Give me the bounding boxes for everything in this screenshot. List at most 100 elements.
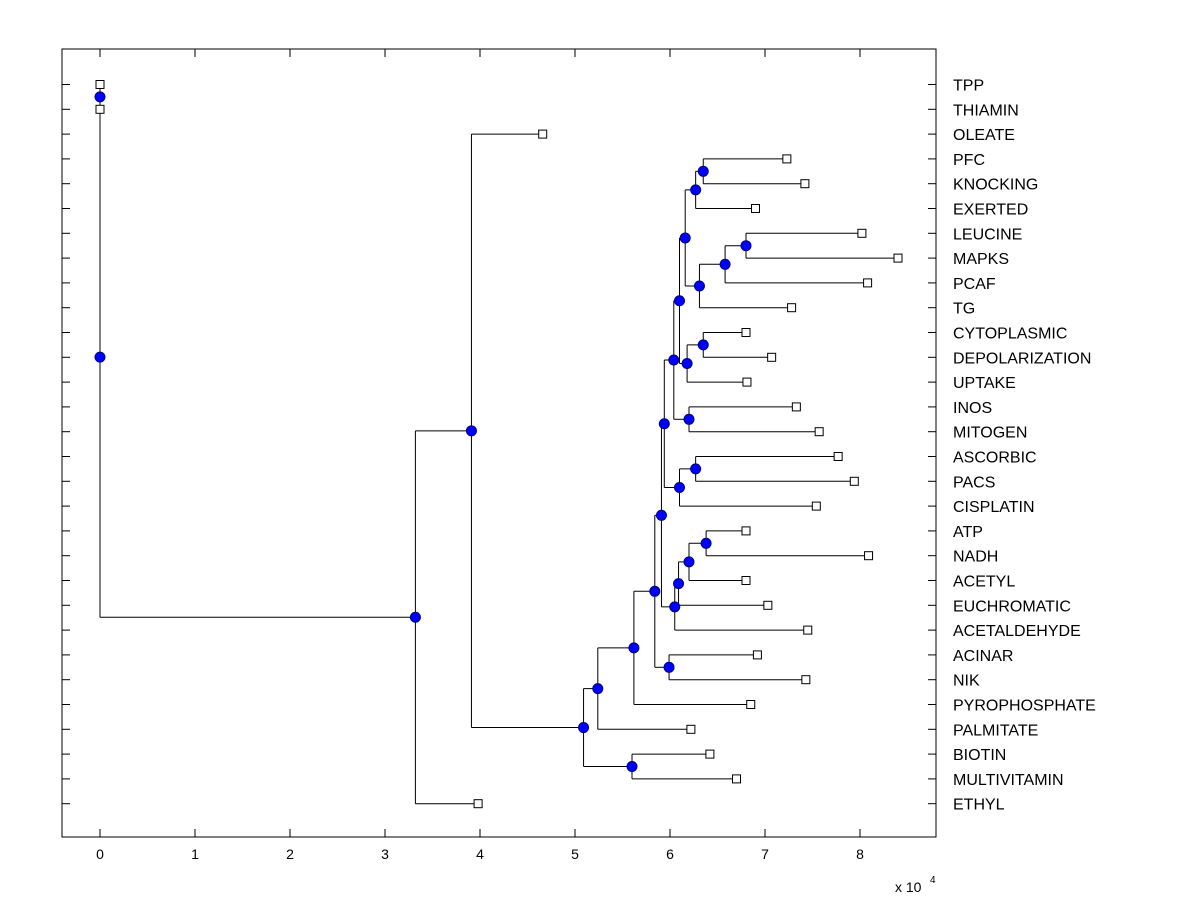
x-tick-label: 3 [381,846,389,862]
merge-node [673,578,685,590]
leaf-label: NIK [953,673,980,690]
leaf-label: NADH [953,549,998,566]
merge-node [719,258,731,270]
leaf-label: ASCORBIC [953,450,1037,467]
x-tick-label: 8 [856,846,864,862]
leaf-marker [741,526,751,536]
leaf-marker [732,774,741,784]
leaf-label: DEPOLARIZATION [953,350,1091,367]
leaf-label: TG [953,301,975,318]
leaf-label: CYTOPLASMIC [953,326,1067,343]
leaf-label: BIOTIN [953,747,1006,764]
leaf-label: EXERTED [953,202,1028,219]
merge-nodes [94,91,752,772]
leaf-marker [705,749,715,759]
leaf-marker [95,104,105,114]
leaf-markers [95,80,903,809]
leaf-marker [751,204,760,213]
merge-node [683,413,695,425]
merge-node [578,722,590,734]
leaf-label: PCAF [953,276,996,293]
merge-node [674,482,685,493]
merge-node [669,601,681,613]
leaf-label: ATP [953,524,983,541]
leaf-label: LEUCINE [953,226,1022,243]
plot-border [61,48,937,838]
x-axis-multiplier: x 10 4 [895,875,936,895]
dendrogram-links [99,84,898,805]
leaf-marker [833,452,843,461]
leaf-label: CISPLATIN [953,499,1035,516]
plot-frame [61,48,937,838]
merge-node [465,425,477,437]
leaf-marker [741,576,751,585]
merge-node [681,358,693,369]
y-tick-marks [62,84,936,805]
merge-node [94,351,106,363]
leaf-label: MAPKS [953,251,1009,268]
x-multiplier-base: x 10 [895,879,922,895]
merge-node [683,556,695,568]
merge-node [697,165,709,177]
leaf-marker [538,129,548,139]
leaf-marker [800,179,810,189]
merge-node [697,339,709,351]
x-tick-label: 1 [191,846,199,862]
merge-node [700,537,712,549]
leaf-marker [864,551,874,561]
merge-node [655,509,667,521]
leaf-label: MULTIVITAMIN [953,772,1064,789]
leaf-marker [893,253,903,263]
leaf-marker [863,278,873,288]
merge-node [649,585,661,597]
merge-node [658,418,670,430]
x-tick-label: 0 [96,846,104,862]
leaf-labels: TPP THIAMIN OLEATE PFC KNOCKING EXERTED LEUCIN… [953,78,1096,814]
merge-node [628,642,640,654]
merge-node [693,280,705,292]
leaf-marker [763,600,773,610]
merge-node [740,240,752,252]
x-tick-label: 5 [571,846,579,862]
merge-node [626,761,638,772]
leaf-label: OLEATE [953,127,1015,144]
leaf-label: PYROPHOSPHATE [953,698,1096,715]
leaf-label: PALMITATE [953,722,1038,739]
leaf-marker [767,352,777,362]
leaf-marker [791,402,801,412]
merge-node [690,463,702,475]
leaf-label: KNOCKING [953,177,1038,194]
x-tick-label: 4 [476,846,484,862]
leaf-marker [742,377,752,387]
leaf-marker [473,799,483,809]
merge-node [94,91,106,103]
leaf-marker [814,427,824,437]
leaf-label: TPP [953,78,984,95]
leaf-marker [857,228,867,238]
x-axis-ticks: 0 1 2 3 4 5 6 7 8 [96,49,864,862]
merge-node [668,354,680,366]
leaf-marker [801,675,811,685]
leaf-label: PFC [953,152,985,169]
leaf-marker [803,625,813,635]
leaf-label: PACS [953,474,995,491]
leaf-label: THIAMIN [953,102,1019,119]
merge-node [663,661,675,673]
x-tick-label: 6 [666,846,674,862]
merge-node [592,683,604,695]
leaf-marker [741,328,751,337]
x-tick-label: 7 [761,846,769,862]
leaf-label: EUCHROMATIC [953,598,1071,615]
leaf-marker [686,724,696,734]
merge-node [679,232,691,244]
leaf-marker [752,650,762,660]
leaf-label: ETHYL [953,797,1005,814]
leaf-marker [811,501,821,511]
leaf-label: UPTAKE [953,375,1016,392]
leaf-marker [782,154,792,164]
leaf-label: INOS [953,400,992,417]
merge-node [409,611,421,623]
leaf-label: ACETALDEHYDE [953,623,1081,640]
x-tick-label: 2 [286,846,294,862]
